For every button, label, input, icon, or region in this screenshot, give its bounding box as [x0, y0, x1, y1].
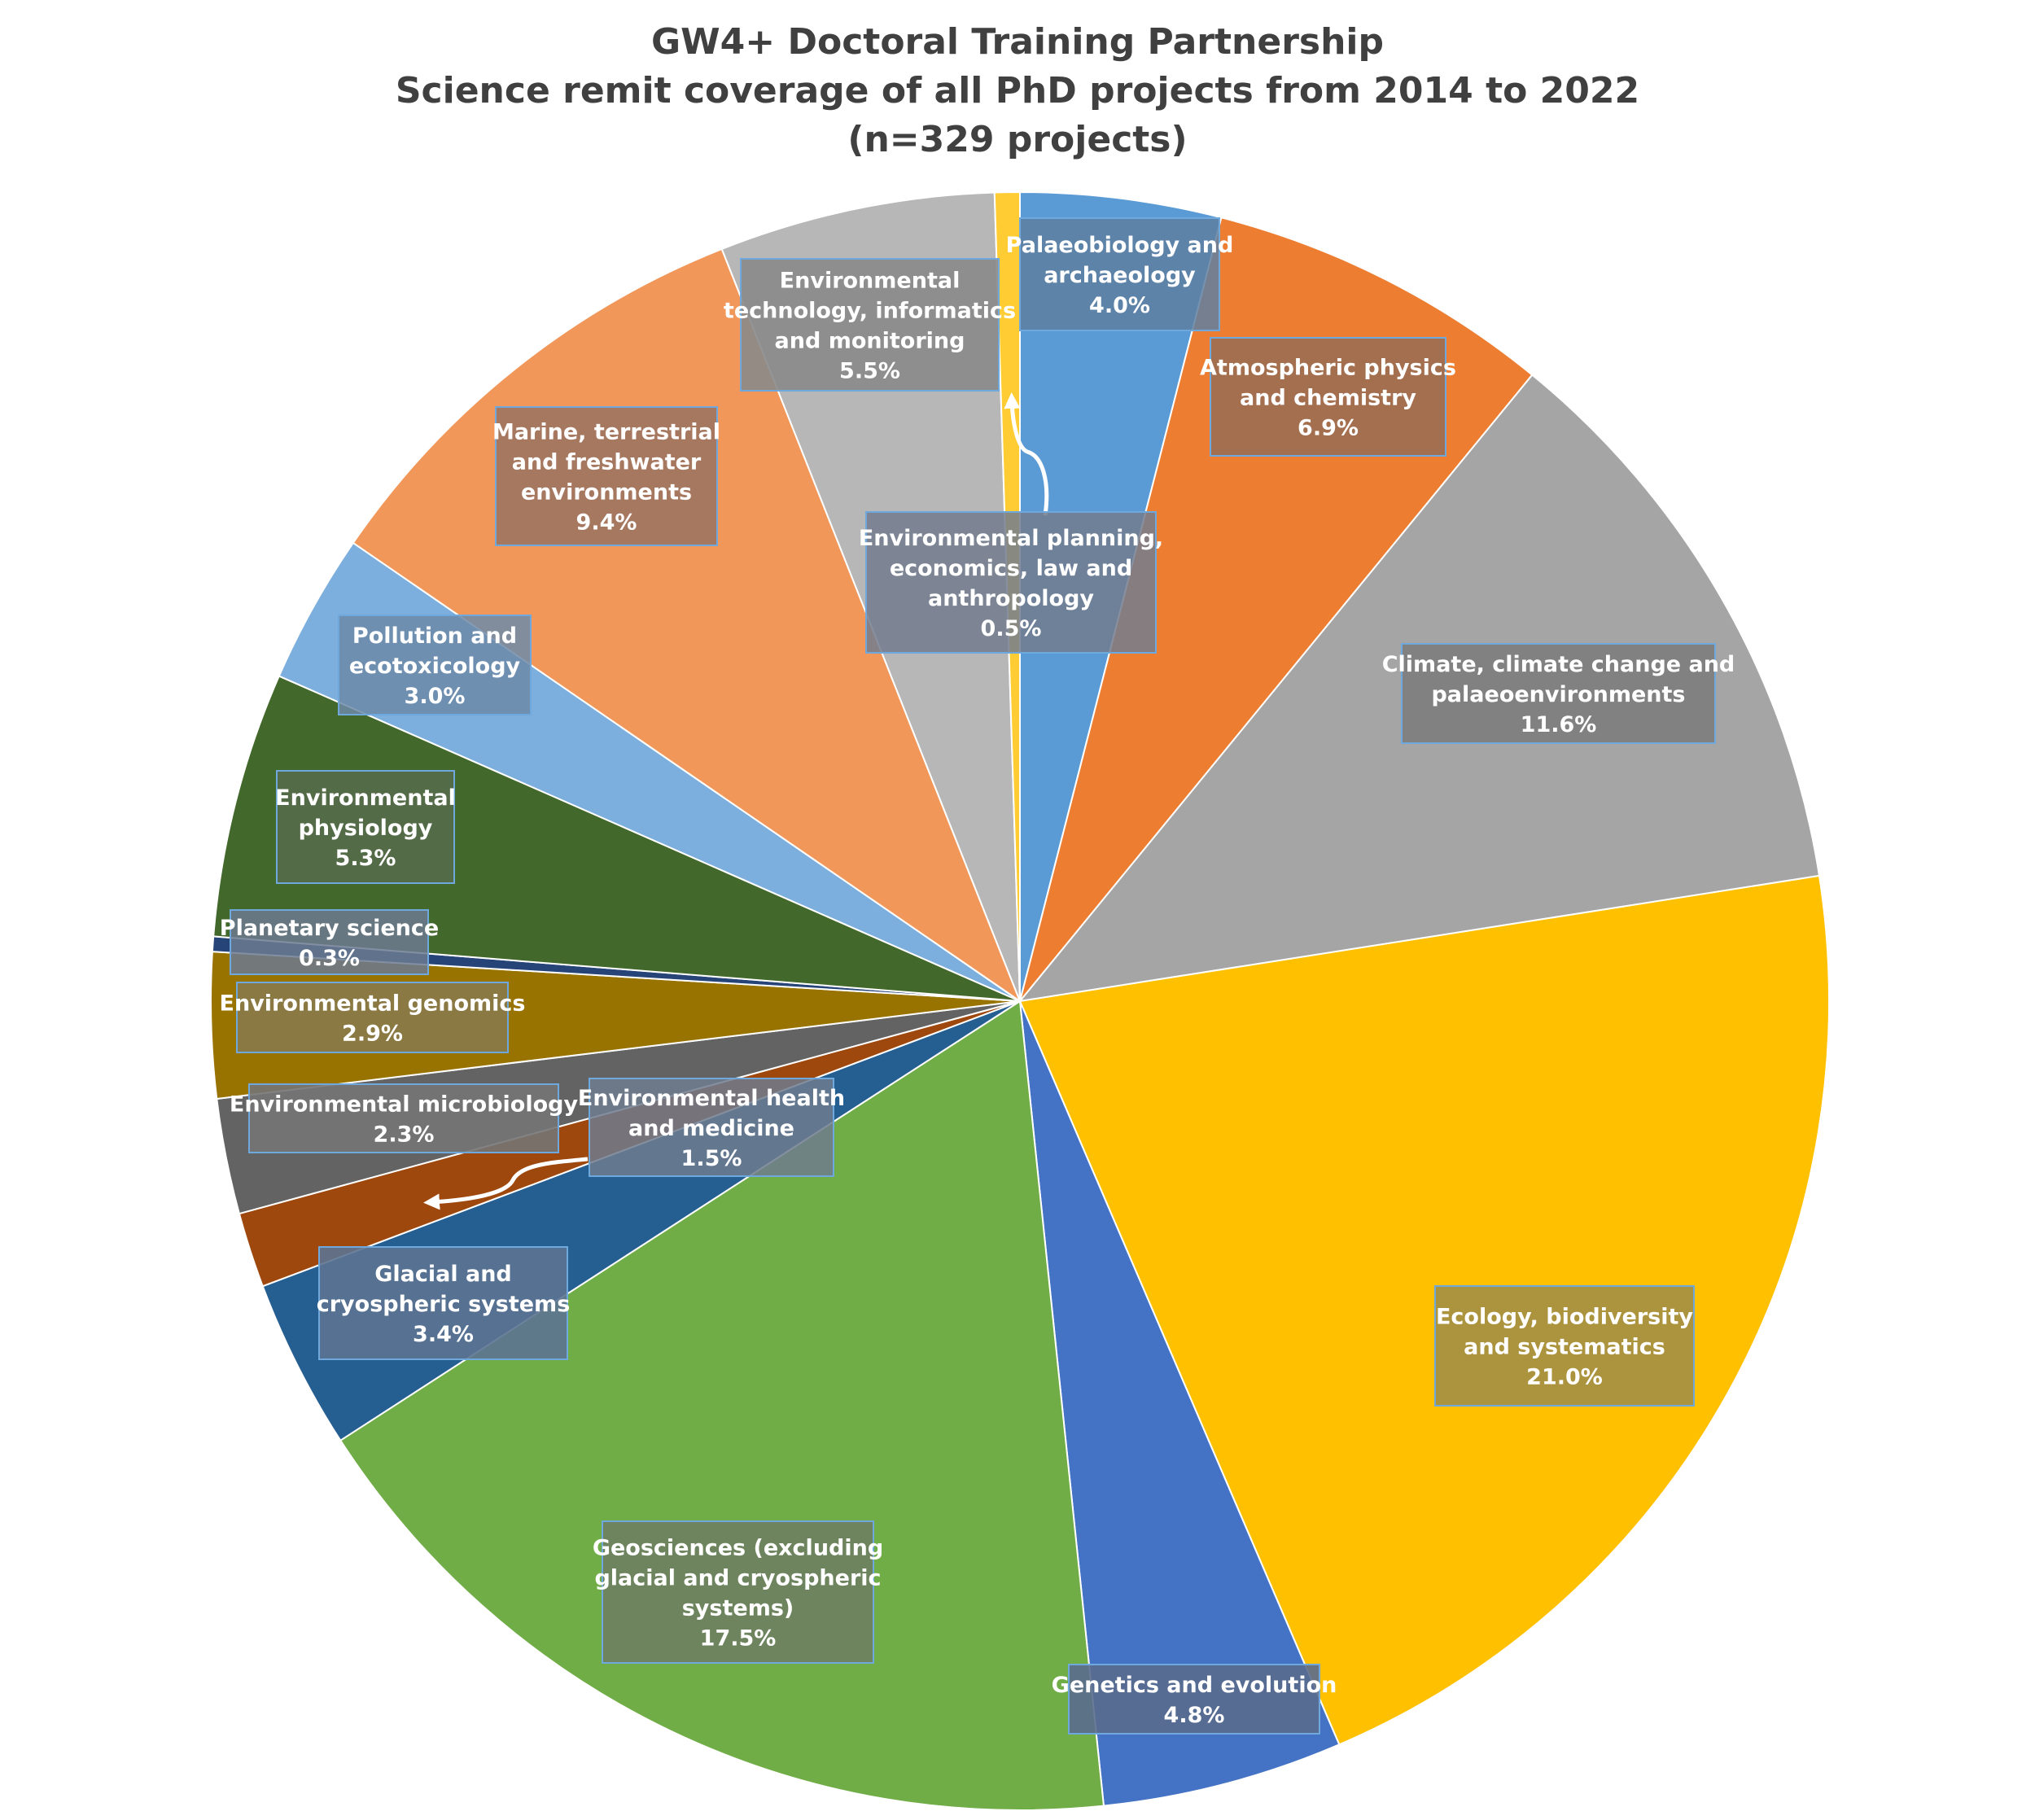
slice-label-box — [248, 1083, 559, 1153]
slice-percent-label: 17.5% — [700, 1626, 777, 1652]
slice-category-label: environments — [521, 480, 692, 505]
chart-title-line-3: (n=329 projects) — [847, 119, 1188, 160]
slice-percent-label: 0.5% — [981, 616, 1042, 641]
slice-label-planetary: Planetary science 0.3% — [220, 909, 439, 975]
slice-category-label: Planetary science — [220, 916, 439, 941]
slice-label-box — [602, 1520, 874, 1664]
slice-category-label: Geosciences (excluding — [593, 1536, 883, 1561]
slice-category-label: Environmental health — [578, 1086, 845, 1111]
slice-label-box — [318, 1246, 568, 1360]
slice-category-label: Climate, climate change and — [1382, 652, 1735, 677]
slice-category-label: economics, law and — [890, 556, 1132, 581]
slice-label-atmospheric: Atmospheric physics and chemistry 6.9% — [1200, 337, 1456, 457]
slice-label-pollution: Pollution and ecotoxicology 3.0% — [338, 615, 532, 715]
slice-percent-label: 1.5% — [681, 1146, 742, 1171]
slice-label-genomics: Environmental genomics 2.9% — [220, 982, 526, 1053]
slice-label-geosciences: Geosciences (excluding glacial and cryosp… — [593, 1520, 883, 1664]
slice-label-box — [276, 770, 455, 884]
slice-category-label: ecotoxicology — [349, 654, 521, 679]
slice-label-box — [1434, 1285, 1695, 1407]
slice-label-physiology: Environmental physiology 5.3% — [275, 770, 456, 884]
slice-percent-label: 4.0% — [1089, 293, 1150, 318]
slice-category-label: and systematics — [1464, 1335, 1665, 1360]
slice-category-label: cryospheric systems — [317, 1292, 571, 1317]
slice-category-label: and medicine — [628, 1116, 794, 1141]
slice-category-label: anthropology — [928, 586, 1094, 611]
pie-slice-ecology — [1018, 874, 1830, 1746]
slice-category-label: archaeology — [1044, 263, 1196, 288]
slice-category-label: Pollution and — [352, 623, 517, 649]
slice-label-box — [338, 615, 532, 715]
slice-category-label: and chemistry — [1240, 386, 1416, 411]
slice-category-label: Marine, terrestrial — [492, 420, 720, 445]
slice-label-box — [495, 406, 718, 546]
slice-category-label: Atmospheric physics — [1200, 356, 1456, 381]
slice-labels: Palaeobiology and archaeology 4.0% Atmosphe… — [220, 217, 1735, 1735]
chart-title-line-2: Science remit coverage of all PhD projec… — [395, 70, 1640, 112]
slice-percent-label: 2.3% — [374, 1122, 435, 1148]
slice-percent-label: 3.0% — [405, 684, 466, 709]
leader-lines — [423, 392, 1049, 1210]
pie-slice-genetics — [1019, 1000, 1341, 1807]
slice-label-glacial: Glacial and cryospheric systems 3.4% — [317, 1246, 571, 1360]
slice-percent-label: 21.0% — [1526, 1365, 1603, 1390]
slice-label-box — [230, 909, 429, 975]
slice-label-ecology: Ecology, biodiversity and systematics 21.0… — [1434, 1285, 1695, 1407]
slice-percent-label: 3.4% — [413, 1322, 474, 1347]
slice-label-box — [1019, 217, 1220, 331]
slice-label-box — [865, 511, 1157, 654]
slice-label-microbiology: Environmental microbiology 2.3% — [230, 1083, 579, 1153]
slice-category-label: glacial and cryospheric — [594, 1566, 881, 1591]
slice-label-climate: Climate, climate change and palaeoenviron… — [1382, 643, 1735, 744]
slice-category-label: and monitoring — [775, 329, 965, 354]
slice-label-box — [589, 1078, 834, 1177]
slice-label-technology: Environmental technology, informatics and … — [724, 258, 1016, 392]
slice-label-box — [740, 258, 1000, 392]
chart-title: GW4+ Doctoral Training Partnership Scien… — [0, 18, 2035, 164]
slice-label-palaeobiology: Palaeobiology and archaeology 4.0% — [1006, 217, 1234, 331]
slice-percent-label: 5.3% — [335, 846, 396, 871]
slice-percent-label: 0.3% — [299, 946, 360, 971]
slice-category-label: Environmental genomics — [220, 991, 526, 1017]
slice-label-box — [1401, 643, 1716, 744]
slice-label-box — [1068, 1664, 1320, 1735]
slice-percent-label: 5.5% — [839, 359, 900, 384]
slice-category-label: Environmental — [780, 269, 961, 294]
slice-category-label: Genetics and evolution — [1052, 1673, 1337, 1698]
slice-category-label: physiology — [299, 816, 433, 841]
slice-label-health: Environmental health and medicine 1.5% — [578, 1078, 845, 1177]
slice-category-label: Environmental planning, — [859, 526, 1163, 551]
slice-label-box — [1210, 337, 1446, 457]
slice-percent-label: 4.8% — [1164, 1703, 1225, 1728]
slice-category-label: technology, informatics — [724, 299, 1016, 324]
slice-label-box — [236, 982, 509, 1053]
slice-percent-label: 2.9% — [342, 1022, 403, 1047]
slice-category-label: Palaeobiology and — [1006, 233, 1234, 258]
slice-category-label: Environmental microbiology — [230, 1092, 579, 1118]
slice-category-label: and freshwater — [512, 450, 702, 475]
slice-label-genetics: Genetics and evolution 4.8% — [1052, 1664, 1337, 1735]
slice-category-label: Glacial and — [374, 1262, 512, 1287]
pie-slice-geosciences — [339, 1000, 1105, 1811]
leader-line-health — [423, 1157, 589, 1210]
slice-category-label: Ecology, biodiversity — [1436, 1305, 1693, 1330]
chart-title-line-1: GW4+ Doctoral Training Partnership — [651, 21, 1384, 63]
slice-percent-label: 9.4% — [576, 510, 637, 536]
slice-percent-label: 6.9% — [1298, 416, 1359, 441]
leader-line-planning — [1004, 392, 1049, 516]
slice-label-planning: Environmental planning, economics, law an… — [859, 511, 1163, 654]
slice-percent-label: 11.6% — [1521, 712, 1597, 737]
slice-label-marine: Marine, terrestrial and freshwater environ… — [492, 406, 720, 546]
slice-category-label: systems) — [682, 1596, 794, 1621]
slice-category-label: palaeoenvironments — [1431, 682, 1685, 707]
slice-category-label: Environmental — [275, 785, 456, 811]
